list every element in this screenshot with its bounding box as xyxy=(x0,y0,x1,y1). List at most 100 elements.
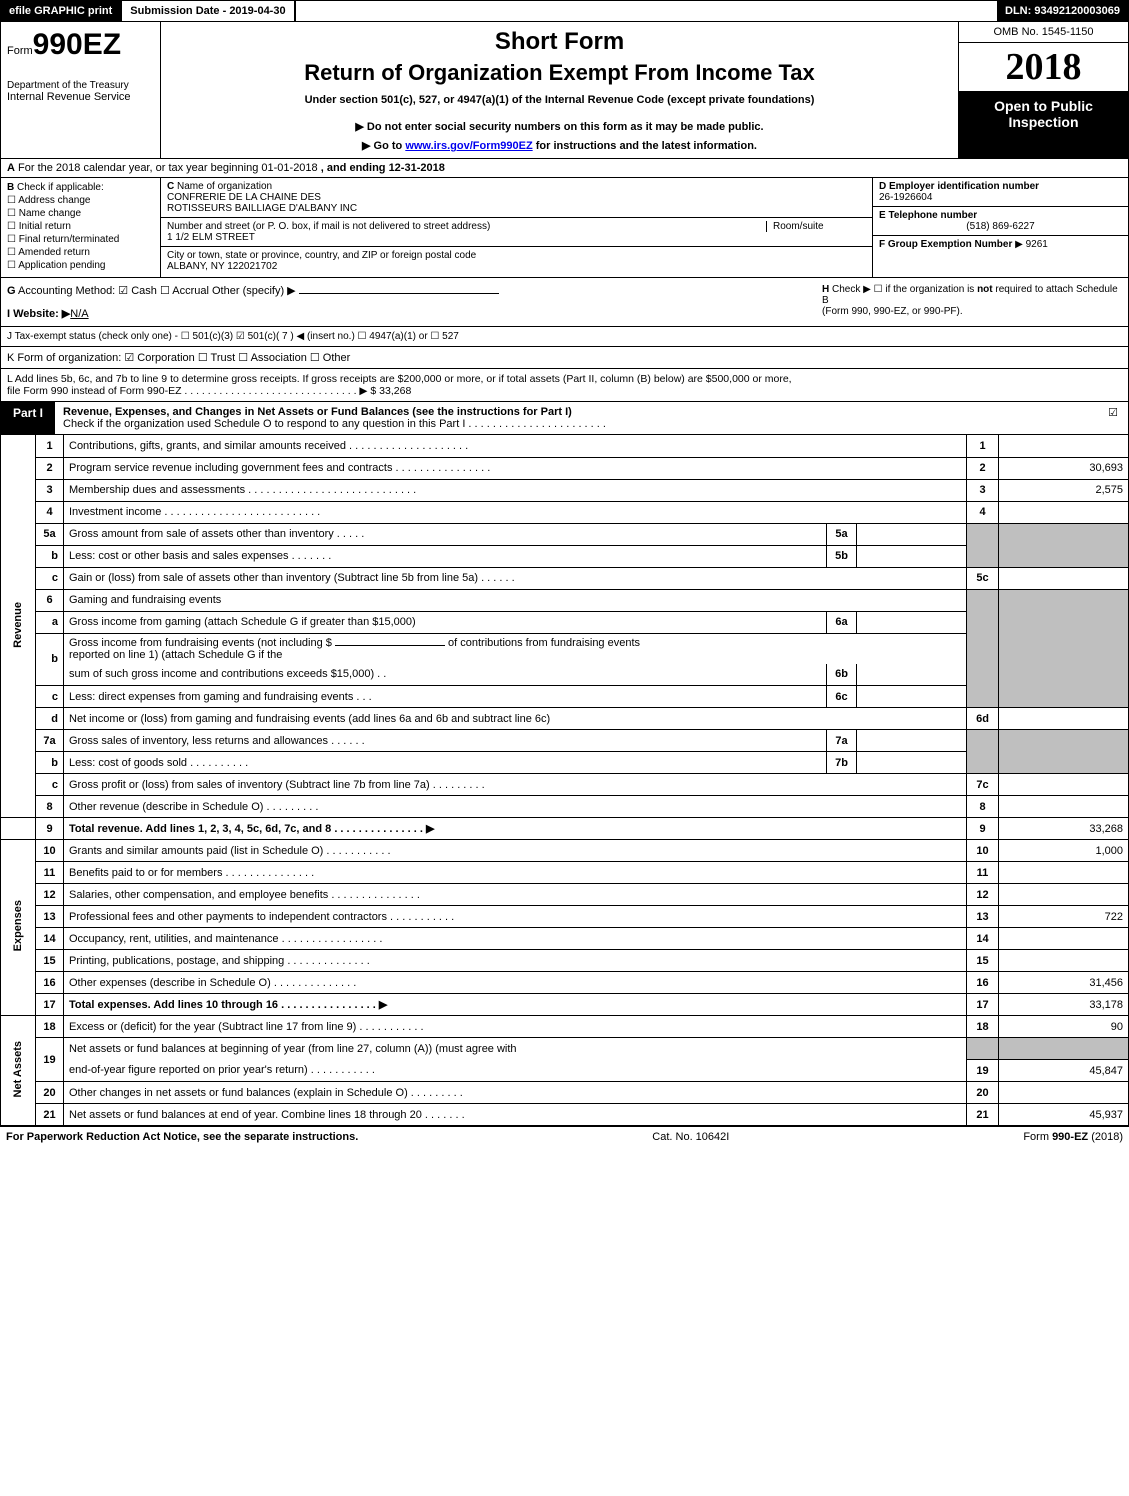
l-text2: file Form 990 instead of Form 990-EZ . .… xyxy=(7,385,1122,397)
row-k: K Form of organization: ☑ Corporation ☐ … xyxy=(0,347,1129,369)
addr-hdr: Number and street (or P. O. box, if mail… xyxy=(167,221,766,232)
line-15-val xyxy=(999,950,1129,972)
row-l: L Add lines 5b, 6c, and 7b to line 9 to … xyxy=(0,369,1129,402)
line-13-desc: Professional fees and other payments to … xyxy=(64,906,967,928)
goto-pre: ▶ Go to xyxy=(362,140,405,152)
line-3-val: 2,575 xyxy=(999,479,1129,501)
line-6d-desc: Net income or (loss) from gaming and fun… xyxy=(64,708,967,730)
c-name-block: C Name of organization CONFRERIE DE LA C… xyxy=(161,178,872,218)
line-5b-desc: Less: cost or other basis and sales expe… xyxy=(64,545,827,567)
line-16-desc: Other expenses (describe in Schedule O) … xyxy=(64,972,967,994)
line-5a-val xyxy=(857,523,967,545)
line-16-val: 31,456 xyxy=(999,972,1129,994)
line-10-val: 1,000 xyxy=(999,840,1129,862)
line-6a-val xyxy=(857,611,967,633)
footer-left: For Paperwork Reduction Act Notice, see … xyxy=(6,1131,358,1143)
line-17-val: 33,178 xyxy=(999,994,1129,1016)
line-6b-desc1: Gross income from fundraising events (no… xyxy=(64,633,967,664)
line-2-val: 30,693 xyxy=(999,457,1129,479)
chk-amended[interactable]: ☐ Amended return xyxy=(7,247,154,258)
h-label: H xyxy=(822,284,829,295)
line-1-desc: Contributions, gifts, grants, and simila… xyxy=(64,435,967,457)
header-center: Short Form Return of Organization Exempt… xyxy=(161,22,958,158)
b-hdr: Check if applicable: xyxy=(17,182,104,193)
row-j: J Tax-exempt status (check only one) - ☐… xyxy=(0,327,1129,347)
section-bcdef: B Check if applicable: ☐ Address change … xyxy=(0,178,1129,278)
chk-name-change[interactable]: ☐ Name change xyxy=(7,208,154,219)
line-19-desc2: end-of-year figure reported on prior yea… xyxy=(64,1060,967,1082)
line-4-desc: Investment income . . . . . . . . . . . … xyxy=(64,501,967,523)
form-header: Form990EZ Department of the Treasury Int… xyxy=(0,22,1129,159)
a-label: A xyxy=(7,162,15,174)
website: N/A xyxy=(70,308,88,320)
col-def: D Employer identification number 26-1926… xyxy=(873,178,1128,277)
line-7a-val xyxy=(857,730,967,752)
line-19-desc1: Net assets or fund balances at beginning… xyxy=(64,1038,967,1060)
header-left: Form990EZ Department of the Treasury Int… xyxy=(1,22,161,158)
lines-table: Revenue 1Contributions, gifts, grants, a… xyxy=(0,435,1129,1126)
open-to-public: Open to Public Inspection xyxy=(959,92,1128,158)
line-10-desc: Grants and similar amounts paid (list in… xyxy=(64,840,967,862)
part1-title: Revenue, Expenses, and Changes in Net As… xyxy=(55,402,1098,434)
line-21-val: 45,937 xyxy=(999,1104,1129,1126)
part1-checkbox[interactable]: ☑ xyxy=(1098,402,1128,434)
chk-address-change[interactable]: ☐ Address change xyxy=(7,195,154,206)
h-not: not xyxy=(977,284,993,295)
irs: Internal Revenue Service xyxy=(7,91,154,103)
line-12-desc: Salaries, other compensation, and employ… xyxy=(64,884,967,906)
h-text3: (Form 990, 990-EZ, or 990-PF). xyxy=(822,306,963,317)
line-15-desc: Printing, publications, postage, and shi… xyxy=(64,950,967,972)
chk-application-pending[interactable]: ☐ Application pending xyxy=(7,260,154,271)
submission-date: Submission Date - 2019-04-30 xyxy=(120,1,295,21)
l-text1: L Add lines 5b, 6c, and 7b to line 9 to … xyxy=(7,373,1122,385)
g-label: G xyxy=(7,285,16,297)
col-b: B Check if applicable: ☐ Address change … xyxy=(1,178,161,277)
org-name-2: ROTISSEURS BAILLIAGE D'ALBANY INC xyxy=(167,203,357,214)
c-name-hdr: Name of organization xyxy=(177,181,272,192)
dept-treasury: Department of the Treasury xyxy=(7,80,154,91)
line-6c-desc: Less: direct expenses from gaming and fu… xyxy=(64,686,827,708)
c-city-block: City or town, state or province, country… xyxy=(161,247,872,275)
f-box: F Group Exemption Number ▶ 9261 xyxy=(873,236,1128,253)
footer-mid: Cat. No. 10642I xyxy=(652,1131,729,1143)
line-19-val: 45,847 xyxy=(999,1060,1129,1082)
line-6c-val xyxy=(857,686,967,708)
line-20-desc: Other changes in net assets or fund bala… xyxy=(64,1082,967,1104)
short-form-title: Short Form xyxy=(171,28,948,56)
under-section: Under section 501(c), 527, or 4947(a)(1)… xyxy=(171,94,948,106)
topbar: efile GRAPHIC print Submission Date - 20… xyxy=(0,0,1129,22)
line-6-desc: Gaming and fundraising events xyxy=(64,589,967,611)
tax-year: 2018 xyxy=(959,43,1128,92)
line-20-val xyxy=(999,1082,1129,1104)
line-7c-val xyxy=(999,774,1129,796)
line-7b-val xyxy=(857,752,967,774)
row-a: A For the 2018 calendar year, or tax yea… xyxy=(0,159,1129,178)
e-label: E Telephone number xyxy=(879,210,977,221)
line-3-desc: Membership dues and assessments . . . . … xyxy=(64,479,967,501)
line-18-val: 90 xyxy=(999,1016,1129,1038)
line-2-desc: Program service revenue including govern… xyxy=(64,457,967,479)
do-not-enter: ▶ Do not enter social security numbers o… xyxy=(171,120,948,133)
i-label: I Website: ▶ xyxy=(7,308,70,320)
d-box: D Employer identification number 26-1926… xyxy=(873,178,1128,207)
goto-line: ▶ Go to www.irs.gov/Form990EZ for instru… xyxy=(171,139,948,152)
line-5b-val xyxy=(857,545,967,567)
dln: DLN: 93492120003069 xyxy=(997,1,1128,21)
omb-number: OMB No. 1545-1150 xyxy=(959,22,1128,43)
line-8-val xyxy=(999,796,1129,818)
goto-link[interactable]: www.irs.gov/Form990EZ xyxy=(405,140,532,152)
line-6b-desc2: sum of such gross income and contributio… xyxy=(64,664,827,686)
chk-initial-return[interactable]: ☐ Initial return xyxy=(7,221,154,232)
chk-final-return[interactable]: ☐ Final return/terminated xyxy=(7,234,154,245)
efile-print-button[interactable]: efile GRAPHIC print xyxy=(1,1,120,21)
revenue-label: Revenue xyxy=(1,435,36,818)
goto-post: for instructions and the latest informat… xyxy=(533,140,757,152)
line-18-desc: Excess or (deficit) for the year (Subtra… xyxy=(64,1016,967,1038)
line-7c-desc: Gross profit or (loss) from sales of inv… xyxy=(64,774,967,796)
c-label: C xyxy=(167,181,174,192)
org-city: ALBANY, NY 122021702 xyxy=(167,261,277,272)
h-text1: Check ▶ ☐ if the organization is xyxy=(832,284,977,295)
row-gh: G Accounting Method: ☑ Cash ☐ Accrual Ot… xyxy=(0,278,1129,327)
open-line1: Open to Public xyxy=(965,98,1122,114)
org-address: 1 1/2 ELM STREET xyxy=(167,232,255,243)
